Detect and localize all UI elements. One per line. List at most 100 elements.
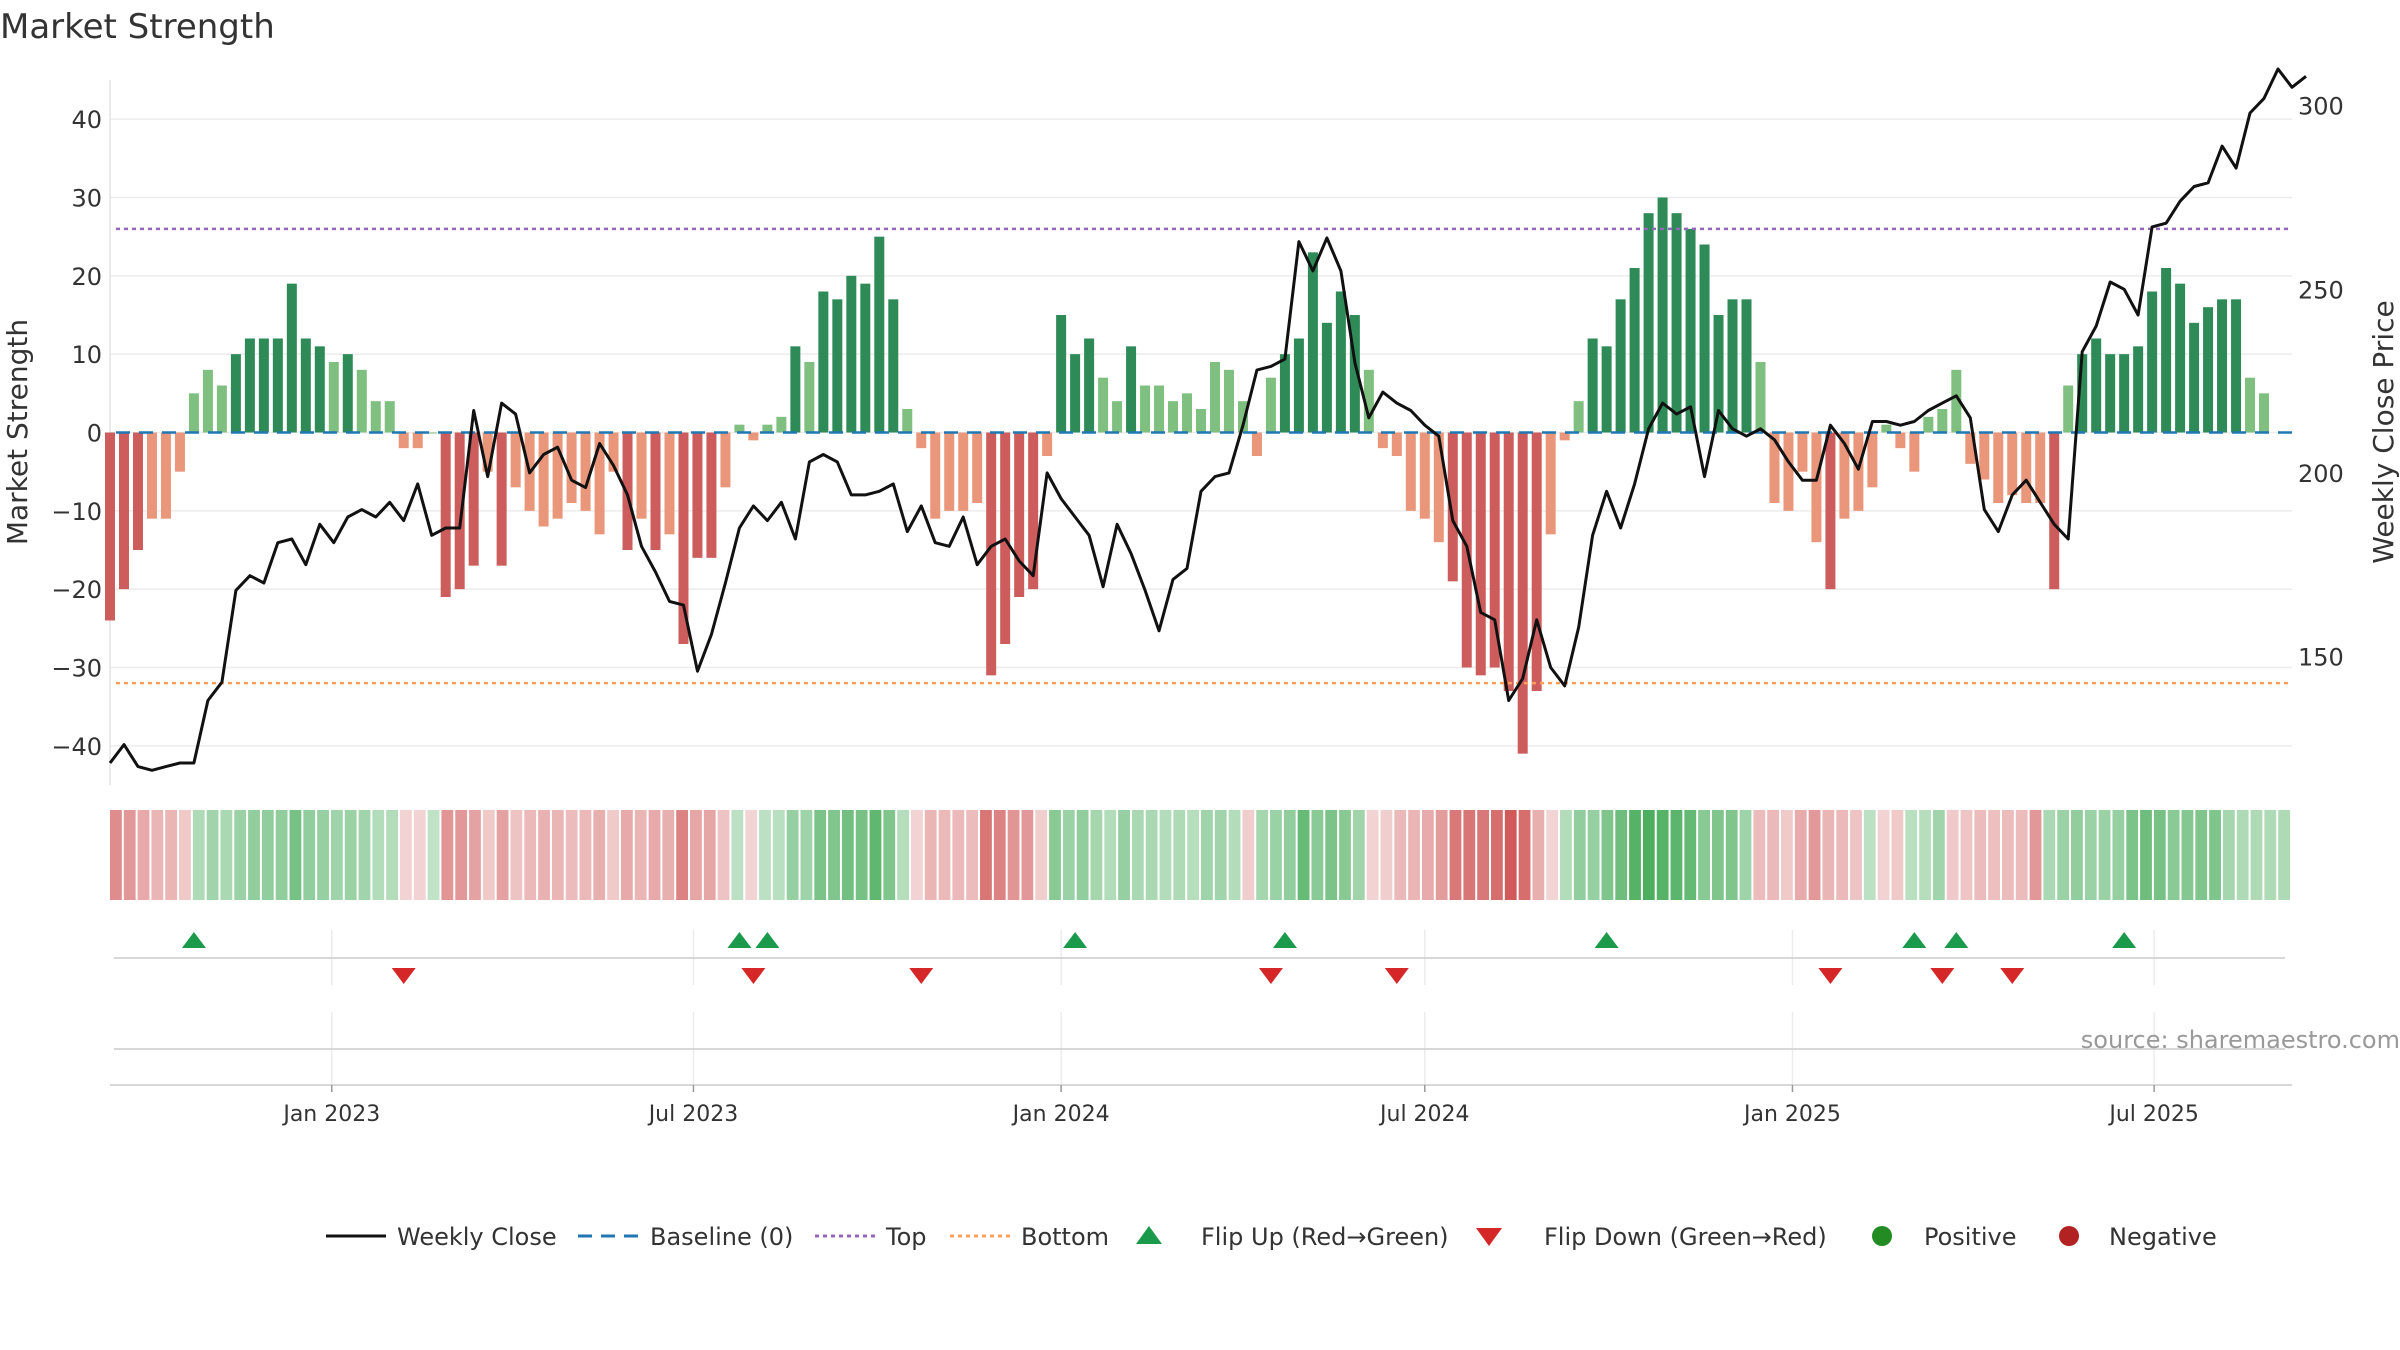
strip-cell — [2153, 810, 2166, 900]
strip-cell — [772, 810, 785, 900]
strength-bar — [538, 432, 549, 527]
strip-cell — [2250, 810, 2263, 900]
strength-bar — [202, 369, 213, 433]
strip-cell — [1560, 810, 1572, 900]
strength-bar — [440, 432, 451, 597]
y2-axis-label: Weekly Close Price — [2367, 300, 2400, 563]
strength-bar — [105, 432, 115, 621]
strength-bar — [2119, 354, 2130, 433]
strip-cell — [1988, 810, 2000, 900]
strength-bar — [1293, 338, 1304, 433]
y-axis-label: Market Strength — [1, 319, 34, 545]
strip-cell — [1546, 810, 1559, 900]
strength-bar — [1685, 228, 1696, 433]
strip-cell — [1877, 810, 1890, 900]
strength-bar — [678, 432, 689, 644]
strength-bar — [1965, 432, 1976, 464]
strength-bar — [552, 432, 563, 519]
strength-bar — [1671, 213, 1682, 433]
strip-cell — [2264, 810, 2277, 900]
strength-bar — [398, 432, 409, 449]
strength-bar — [118, 432, 129, 590]
strength-bar — [608, 432, 619, 472]
flip-down-marker — [1930, 968, 1955, 984]
strip-cell — [1187, 810, 1199, 900]
strength-bar — [734, 424, 745, 433]
strength-bar — [720, 432, 731, 488]
strength-bar — [412, 432, 423, 449]
x-tick-label: Jan 2025 — [1742, 1102, 1841, 1127]
strip-cell — [1256, 810, 1269, 900]
strip-cell — [648, 810, 661, 900]
strength-bar — [762, 424, 773, 433]
strength-bar — [1447, 432, 1458, 582]
strip-cell — [1007, 810, 1020, 900]
strip-cell — [1270, 810, 1282, 900]
strip-cell — [1932, 810, 1945, 900]
strength-bar — [874, 236, 885, 433]
legend-flip-up-marker — [1136, 1226, 1162, 1244]
strength-bar — [272, 338, 283, 433]
strip-cell — [261, 810, 274, 900]
strength-bar — [1727, 299, 1738, 433]
strip-cell — [1601, 810, 1614, 900]
strip-cell — [1767, 810, 1780, 900]
strip-cell — [1173, 810, 1186, 900]
strip-cell — [220, 810, 233, 900]
strength-bar — [1084, 338, 1095, 433]
strength-bar — [1014, 432, 1025, 597]
strip-cell — [717, 810, 730, 900]
strength-bar — [2133, 346, 2144, 433]
strip-cell — [759, 810, 771, 900]
strip-cell — [745, 810, 758, 900]
strength-bar — [1811, 432, 1822, 543]
strip-cell — [2126, 810, 2139, 900]
strip-cell — [1919, 810, 1931, 900]
strength-bar — [146, 432, 157, 519]
strip-cell — [482, 810, 495, 900]
strength-bar — [1126, 346, 1137, 433]
strength-bar — [1028, 432, 1039, 590]
strength-bar — [692, 432, 703, 558]
strip-cell — [1463, 810, 1476, 900]
strength-bar — [1042, 432, 1053, 456]
strip-cell — [2236, 810, 2249, 900]
strength-bar — [1783, 432, 1794, 511]
strength-bar — [132, 432, 143, 550]
strength-bar — [1475, 432, 1486, 676]
strip-cell — [1325, 810, 1338, 900]
strength-bar — [706, 432, 717, 558]
strip-cell — [841, 810, 854, 900]
strip-cell — [413, 810, 426, 900]
flip-down-marker — [741, 968, 766, 984]
strength-bar — [594, 432, 605, 535]
strip-cell — [524, 810, 537, 900]
strength-bar — [2091, 338, 2102, 433]
strip-cell — [344, 810, 357, 900]
strip-cell — [1794, 810, 1807, 900]
strength-bar — [1182, 393, 1193, 433]
strip-cell — [952, 810, 965, 900]
strength-bar — [944, 432, 955, 511]
strip-cell — [2057, 810, 2070, 900]
flip-down-marker — [391, 968, 416, 984]
strength-bar — [1140, 385, 1151, 433]
x-tick-label: Jul 2025 — [2107, 1102, 2199, 1127]
legend-baseline-label: Baseline (0) — [650, 1223, 793, 1251]
strip-cell — [1615, 810, 1628, 900]
strip-cell — [1062, 810, 1075, 900]
strength-bar — [1993, 432, 2004, 503]
legend-flip-down-label: Flip Down (Green→Red) — [1544, 1223, 1827, 1251]
weekly-close-line — [108, 67, 2307, 772]
strip-cell — [1656, 810, 1669, 900]
strength-bar — [748, 432, 759, 441]
strip-cell — [1946, 810, 1959, 900]
strip-cell — [579, 810, 592, 900]
strip-cell — [1435, 810, 1448, 900]
strength-bar — [790, 346, 801, 433]
strip-cell — [1049, 810, 1061, 900]
flip-up-marker — [2112, 932, 2137, 948]
y-tick-label: −30 — [51, 655, 102, 683]
strip-cell — [1753, 810, 1766, 900]
strength-bar — [1265, 377, 1276, 433]
